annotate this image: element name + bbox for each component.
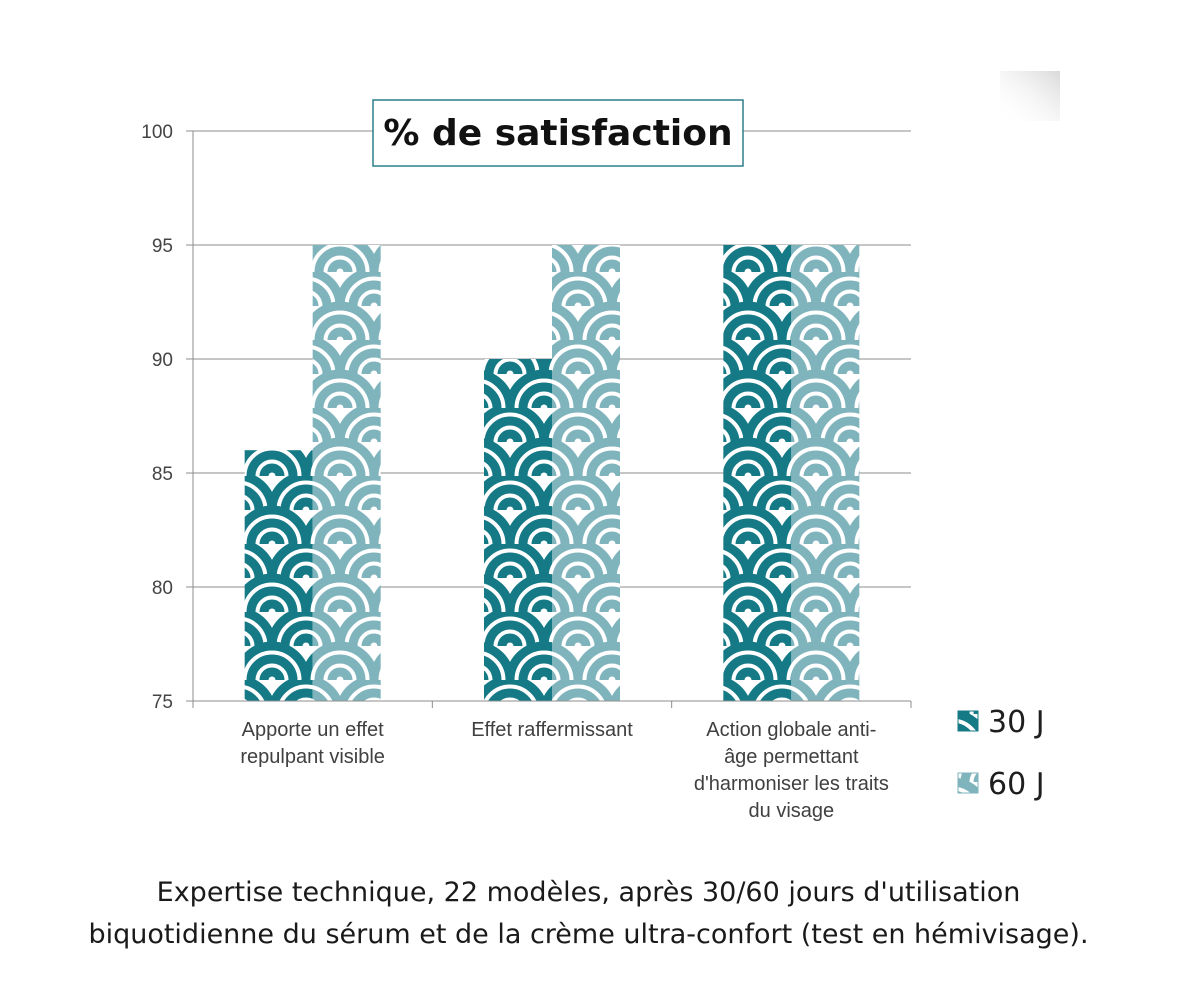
bar-60j-2	[791, 245, 860, 701]
caption: Expertise technique, 22 modèles, après 3…	[0, 872, 1177, 956]
y-tick-label: 90	[152, 350, 173, 371]
x-category-label: repulpant visible	[240, 746, 385, 768]
x-category-label: du visage	[749, 800, 835, 822]
bar-60j-1	[552, 245, 620, 701]
axes	[186, 130, 912, 708]
y-tick-label: 95	[152, 236, 173, 257]
bar-30j-0	[244, 450, 313, 701]
legend-swatch-30j	[957, 710, 979, 732]
x-category-label: d'harmoniser les traits	[694, 773, 889, 795]
legend-label-60j: 60 J	[988, 767, 1045, 802]
caption-line-2: biquotidienne du sérum et de la crème ul…	[88, 919, 1089, 950]
chart-title-box: % de satisfaction	[372, 99, 744, 167]
x-category-label: Apporte un effet	[242, 719, 384, 741]
chart-title: % de satisfaction	[383, 113, 732, 154]
bar-60j-0	[312, 245, 381, 701]
y-tick-label: 80	[152, 578, 173, 599]
legend-label-30j: 30 J	[988, 705, 1045, 740]
legend: 30 J 60 J	[957, 705, 1045, 802]
y-tick-label: 85	[152, 464, 173, 485]
corner-shadow	[1000, 71, 1060, 121]
y-tick-label: 75	[152, 692, 173, 713]
chart-title-frame	[372, 99, 744, 167]
bars	[244, 245, 860, 701]
x-category-label: Effet raffermissant	[471, 719, 633, 741]
x-category-label: âge permettant	[724, 746, 859, 768]
legend-swatch-60j	[957, 772, 979, 794]
caption-line-1: Expertise technique, 22 modèles, après 3…	[156, 877, 1021, 908]
axis-labels: 75 80 85 90 95 100 Apporte un effet repulpant v…	[141, 122, 889, 822]
y-tick-label: 100	[141, 122, 173, 143]
bar-30j-1	[484, 359, 552, 701]
x-category-label: Action globale anti-	[706, 719, 876, 741]
bar-30j-2	[723, 245, 792, 701]
